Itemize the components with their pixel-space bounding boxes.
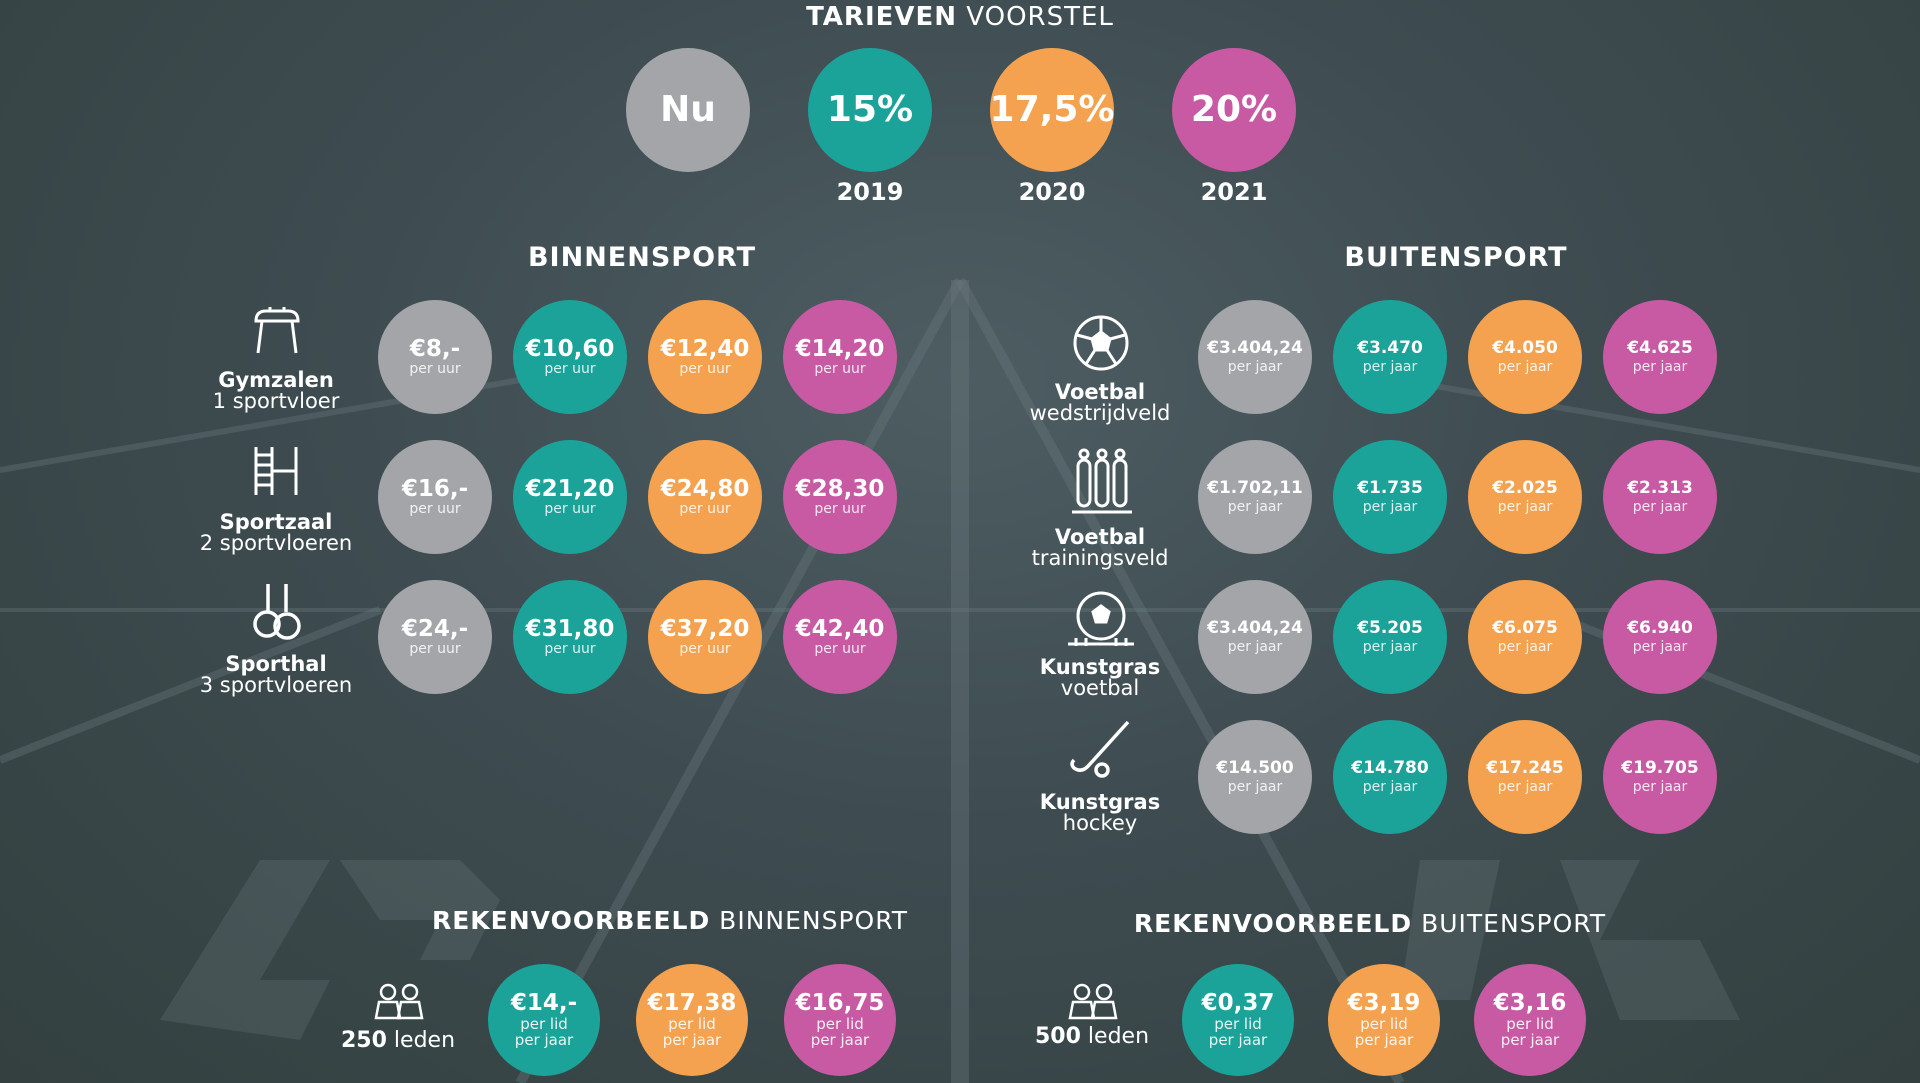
binnen-r0-2020: €12,40 per uur <box>648 300 762 414</box>
binnen-r0-2021: €14,20 per uur <box>783 300 897 414</box>
voetbal-wedstrijd-name: Voetbal <box>1054 380 1146 404</box>
binnen-r0-nu: €8,- per uur <box>378 300 492 414</box>
circle-2020: 17,5% <box>990 48 1114 172</box>
voetbal-training-sub: trainingsveld <box>1031 546 1169 570</box>
rekenvoorbeeld-binnen-2020: €17,38 per lid per jaar <box>636 964 748 1076</box>
sportzaal-sub: 2 sportvloeren <box>199 531 353 555</box>
buiten-r3-2021: €19.705 per jaar <box>1603 720 1717 834</box>
rekenvoorbeeld-buiten-title: REKENVOORBEELD BUITENSPORT <box>1133 909 1607 938</box>
row-kunstgras-hockey-label: Kunstgras hockey <box>1000 792 1200 834</box>
sporthal-sub: 3 sportvloeren <box>199 673 353 697</box>
training-dummies-icon <box>1072 448 1132 516</box>
year-2020: 2020 <box>1018 178 1086 206</box>
page-title: TARIEVEN VOORSTEL <box>0 2 1920 32</box>
circle-2021: 20% <box>1172 48 1296 172</box>
sporthal-name: Sporthal <box>225 652 327 676</box>
buiten-r2-2019: €5.205 per jaar <box>1333 580 1447 694</box>
row-sporthal-label: Sporthal 3 sportvloeren <box>176 654 376 696</box>
voetbal-wedstrijd-sub: wedstrijdveld <box>1029 401 1171 425</box>
circle-nu: Nu <box>626 48 750 172</box>
binnen-r1-2020: €24,80 per uur <box>648 440 762 554</box>
circle-2021-label: 20% <box>1190 89 1278 131</box>
ball-on-turf-icon <box>1066 590 1136 650</box>
binnen-r1-2021: €28,30 per uur <box>783 440 897 554</box>
binnen-r1-2019: €21,20 per uur <box>513 440 627 554</box>
year-2019: 2019 <box>836 178 904 206</box>
rekenvoorbeeld-buiten-2019: €0,37 per lid per jaar <box>1182 964 1294 1076</box>
buiten-r0-2021: €4.625 per jaar <box>1603 300 1717 414</box>
rekenvoorbeeld-buiten-2021: €3,16 per lid per jaar <box>1474 964 1586 1076</box>
kunstgras-voetbal-name: Kunstgras <box>1039 655 1161 679</box>
buiten-r2-2020: €6.075 per jaar <box>1468 580 1582 694</box>
circle-2019-label: 15% <box>826 89 914 131</box>
pommel-horse-icon <box>248 305 306 357</box>
members-icon <box>1066 982 1120 1022</box>
row-voetbal-wedstrijd-label: Voetbal wedstrijdveld <box>1000 382 1200 424</box>
row-sportzaal-label: Sportzaal 2 sportvloeren <box>176 512 376 554</box>
buiten-r1-2020: €2.025 per jaar <box>1468 440 1582 554</box>
voetbal-training-name: Voetbal <box>1054 525 1146 549</box>
kunstgras-voetbal-sub: voetbal <box>1060 676 1140 700</box>
circle-2019: 15% <box>808 48 932 172</box>
buiten-r1-2021: €2.313 per jaar <box>1603 440 1717 554</box>
binnen-r2-nu: €24,- per uur <box>378 580 492 694</box>
row-voetbal-training-label: Voetbal trainingsveld <box>1000 527 1200 569</box>
rekenvoorbeeld-buiten-2020: €3,19 per lid per jaar <box>1328 964 1440 1076</box>
rekenvoorbeeld-binnen-2021: €16,75 per lid per jaar <box>784 964 896 1076</box>
page-title-light: VOORSTEL <box>966 2 1114 32</box>
rekenvoorbeeld-binnen-2019: €14,- per lid per jaar <box>488 964 600 1076</box>
buiten-r1-nu: €1.702,11 per jaar <box>1198 440 1312 554</box>
gymzalen-name: Gymzalen <box>218 368 334 392</box>
binnensport-title: BINNENSPORT <box>527 242 757 273</box>
binnen-r2-2020: €37,20 per uur <box>648 580 762 694</box>
gymnastic-rings-icon <box>250 582 306 642</box>
buiten-r3-2020: €17.245 per jaar <box>1468 720 1582 834</box>
hockey-stick-icon <box>1066 718 1134 780</box>
buitensport-title: BUITENSPORT <box>1344 242 1568 273</box>
binnen-r2-2019: €31,80 per uur <box>513 580 627 694</box>
circle-nu-label: Nu <box>660 89 716 131</box>
buiten-r0-2019: €3.470 per jaar <box>1333 300 1447 414</box>
row-gymzalen-label: Gymzalen 1 sportvloer <box>176 370 376 412</box>
members-icon <box>372 982 426 1022</box>
buiten-r3-nu: €14.500 per jaar <box>1198 720 1312 834</box>
rekenvoorbeeld-binnen-title: REKENVOORBEELD BINNENSPORT <box>431 906 909 935</box>
kunstgras-hockey-sub: hockey <box>1062 811 1138 835</box>
year-2021: 2021 <box>1200 178 1268 206</box>
sportzaal-name: Sportzaal <box>219 510 333 534</box>
members-count-buiten: 500 leden <box>1034 1024 1150 1049</box>
buiten-r2-nu: €3.404,24 per jaar <box>1198 580 1312 694</box>
members-count-binnen: 250 leden <box>340 1028 456 1053</box>
soccer-ball-icon <box>1072 314 1130 372</box>
row-kunstgras-voetbal-label: Kunstgras voetbal <box>1000 657 1200 699</box>
binnen-r1-nu: €16,- per uur <box>378 440 492 554</box>
buiten-r2-2021: €6.940 per jaar <box>1603 580 1717 694</box>
buiten-r0-nu: €3.404,24 per jaar <box>1198 300 1312 414</box>
buiten-r1-2019: €1.735 per jaar <box>1333 440 1447 554</box>
circle-2020-label: 17,5% <box>989 89 1115 131</box>
binnen-r0-2019: €10,60 per uur <box>513 300 627 414</box>
wall-bars-icon <box>252 445 302 497</box>
buiten-r0-2020: €4.050 per jaar <box>1468 300 1582 414</box>
binnen-r2-2021: €42,40 per uur <box>783 580 897 694</box>
gymzalen-sub: 1 sportvloer <box>212 389 340 413</box>
buiten-r3-2019: €14.780 per jaar <box>1333 720 1447 834</box>
page-title-bold: TARIEVEN <box>806 2 958 32</box>
kunstgras-hockey-name: Kunstgras <box>1039 790 1161 814</box>
